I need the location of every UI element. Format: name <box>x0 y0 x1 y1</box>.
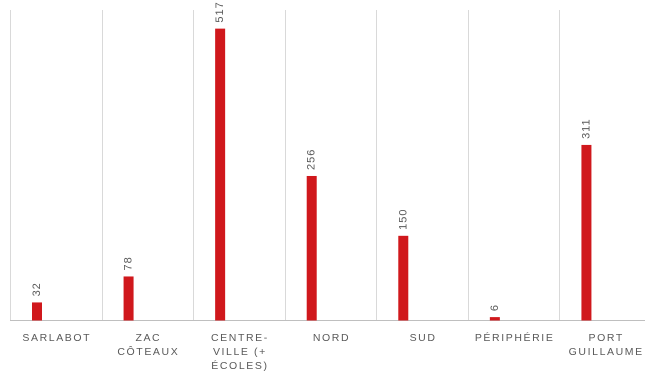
category-label-line: GUILLAUME <box>569 346 644 358</box>
bar <box>306 175 317 321</box>
data-label: 32 <box>31 282 43 296</box>
category-label-line: ZAC <box>135 332 161 344</box>
data-label: 311 <box>580 118 592 139</box>
bar <box>398 235 409 321</box>
category-label: PORT GUILLAUME <box>569 332 644 358</box>
category-label-line: NORD <box>313 332 350 344</box>
category-label: SARLABOT <box>22 332 91 344</box>
category-label-line: CENTRE- <box>211 332 269 344</box>
category-label: PÉRIPHÉRIE <box>475 331 555 344</box>
category-label-line: CÔTEAUX <box>117 345 179 358</box>
category-label-line: SARLABOT <box>22 332 91 344</box>
category-label-line: ÉCOLES) <box>211 359 268 372</box>
category-label: SUD <box>410 332 437 344</box>
category-label-line: PÉRIPHÉRIE <box>475 331 555 344</box>
bar <box>581 144 592 321</box>
bar <box>489 317 500 321</box>
data-label: 256 <box>306 149 318 170</box>
data-label: 517 <box>214 1 226 22</box>
data-label: 150 <box>397 208 409 229</box>
bar <box>215 28 226 321</box>
bar <box>32 302 42 321</box>
category-label-line: SUD <box>410 332 437 344</box>
category-label: CENTRE- VILLE (+ ÉCOLES) <box>211 332 269 372</box>
category-label-line: PORT <box>589 332 624 344</box>
category-label: NORD <box>313 332 350 344</box>
category-label: ZAC CÔTEAUX <box>117 332 179 358</box>
category-label-line: VILLE (+ <box>213 346 267 358</box>
data-label: 6 <box>489 304 501 311</box>
bar <box>123 276 134 321</box>
data-label: 78 <box>123 256 135 270</box>
